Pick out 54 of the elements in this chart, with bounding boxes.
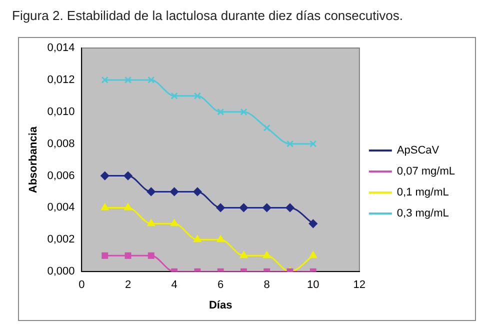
- y-tick-label: 0,010: [47, 106, 75, 118]
- x-tick-label: 4: [171, 279, 178, 292]
- x-tick-label: 2: [124, 279, 132, 292]
- point: [286, 203, 294, 212]
- legend-label: 0,3 mg/mL: [396, 208, 449, 220]
- point: [308, 219, 318, 228]
- point: [124, 76, 132, 84]
- point: [263, 251, 271, 258]
- x-tick-label: 10: [307, 279, 320, 292]
- point: [286, 140, 294, 148]
- point: [147, 219, 155, 226]
- point: [170, 187, 179, 196]
- point: [240, 108, 248, 116]
- chart-title: Figura 2. Estabilidad de la lactulosa durante diez días consecutivos.: [12, 8, 404, 23]
- y-tick-label: 0,004: [47, 202, 75, 214]
- x-tick-label: 12: [353, 279, 366, 292]
- legend-label: 0,1 mg/mL: [396, 186, 449, 199]
- point: [102, 252, 108, 259]
- point: [101, 203, 109, 210]
- x-tick-label: 6: [218, 279, 224, 292]
- y-tick-label: 0,000: [47, 266, 75, 278]
- point: [170, 92, 178, 100]
- point: [146, 187, 156, 196]
- point: [100, 172, 110, 180]
- point: [124, 203, 132, 210]
- legend-label: ApSCaV: [396, 144, 440, 157]
- point: [101, 76, 108, 84]
- y-tick-label: 0,014: [47, 42, 75, 54]
- point: [148, 252, 154, 259]
- x-tick-label: 8: [264, 279, 270, 292]
- point: [193, 187, 202, 196]
- point: [240, 251, 248, 258]
- point: [262, 203, 272, 212]
- y-axis-title: Absorbancia: [28, 126, 40, 194]
- y-tick-label: 0,002: [47, 234, 75, 246]
- y-tick-label: 0,008: [47, 138, 75, 150]
- point: [216, 108, 224, 116]
- x-tick-label: 0: [78, 279, 85, 292]
- y-tick-label: 0,006: [47, 170, 75, 182]
- point: [194, 92, 202, 100]
- x-axis-title: Días: [208, 299, 232, 312]
- point: [216, 203, 225, 212]
- point: [239, 203, 248, 212]
- point: [216, 235, 224, 242]
- point: [148, 76, 155, 84]
- point: [263, 124, 270, 132]
- point: [170, 219, 178, 226]
- point: [309, 251, 317, 258]
- point: [124, 252, 132, 259]
- y-tick-label: 0,012: [47, 74, 75, 86]
- point: [194, 235, 202, 242]
- point: [124, 172, 132, 180]
- point: [310, 140, 317, 148]
- legend-label: 0,07 mg/mL: [396, 166, 456, 178]
